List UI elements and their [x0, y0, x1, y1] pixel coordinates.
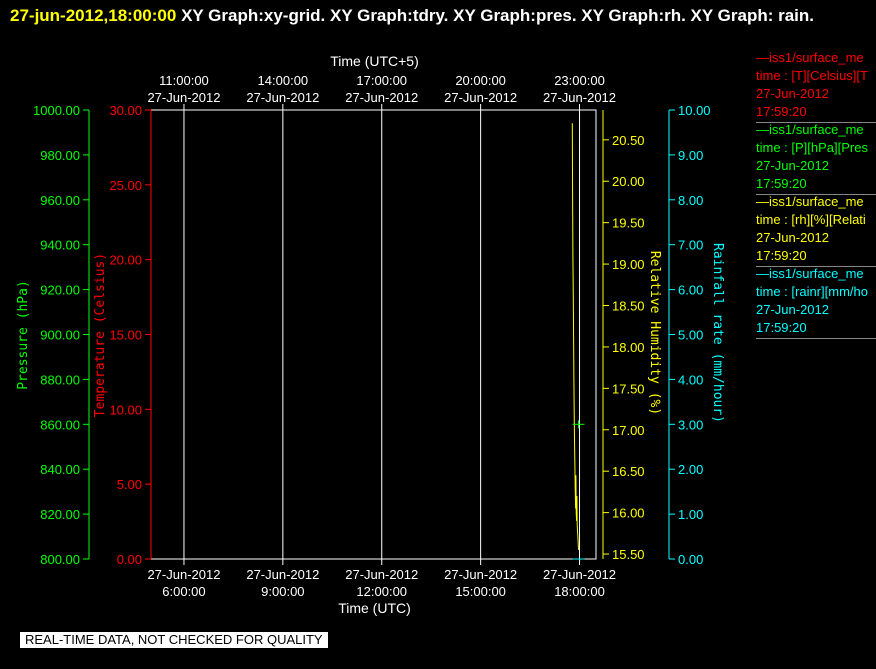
humidity-tick-label: 20.50: [612, 133, 645, 148]
temperature-tick-label: 10.00: [109, 402, 142, 417]
top-tick-label-time: 17:00:00: [356, 73, 407, 88]
temperature-axis-label: Temperature (Celsius): [93, 253, 108, 417]
x-tick-label-time: 18:00:00: [554, 584, 605, 599]
top-tick-label-date: 27-Jun-2012: [246, 90, 319, 105]
x-tick-label-time: 6:00:00: [162, 584, 205, 599]
top-axis-label: Time (UTC+5): [330, 53, 419, 69]
pressure-axis-label: Pressure (hPa): [16, 280, 31, 390]
pressure-tick-label: 1000.00: [33, 103, 80, 118]
temperature-tick-label: 30.00: [109, 103, 142, 118]
rainfall-axis-label: Rainfall rate (mm/hour): [710, 243, 725, 423]
pressure-tick-label: 860.00: [40, 417, 80, 432]
top-tick-label-date: 27-Jun-2012: [147, 90, 220, 105]
rainfall-tick-label: 9.00: [678, 148, 703, 163]
x-tick-label-date: 27-Jun-2012: [543, 567, 616, 582]
x-tick-label-time: 12:00:00: [356, 584, 407, 599]
plot-frame: [150, 109, 597, 560]
humidity-tick-label: 16.50: [612, 464, 645, 479]
legend-line1: —iss1/surface_me: [756, 122, 864, 137]
x-tick-label-date: 27-Jun-2012: [147, 567, 220, 582]
legend-line1: —iss1/surface_me: [756, 50, 864, 65]
pressure-tick-label: 900.00: [40, 328, 80, 343]
top-tick-label-time: 14:00:00: [258, 73, 309, 88]
rainfall-tick-label: 2.00: [678, 462, 703, 477]
pressure-tick-label: 800.00: [40, 552, 80, 567]
legend-line1: —iss1/surface_me: [756, 266, 864, 281]
rainfall-tick-label: 7.00: [678, 238, 703, 253]
temperature-tick-label: 5.00: [117, 477, 142, 492]
legend-line2: time : [P][hPa][Pres: [756, 140, 868, 155]
x-tick-label-date: 27-Jun-2012: [345, 567, 418, 582]
humidity-tick-label: 18.50: [612, 299, 645, 314]
x-tick-label-time: 15:00:00: [455, 584, 506, 599]
legend-line3: 27-Jun-2012: [756, 86, 829, 101]
temperature-tick-label: 20.00: [109, 253, 142, 268]
top-tick-label-time: 20:00:00: [455, 73, 506, 88]
humidity-series-line: [571, 123, 579, 550]
pressure-tick-label: 940.00: [40, 238, 80, 253]
legend-separator: [756, 338, 876, 339]
rainfall-tick-label: 5.00: [678, 328, 703, 343]
humidity-axis-label: Relative Humidity (%): [647, 251, 662, 415]
pressure-tick-label: 920.00: [40, 283, 80, 298]
top-tick-label-date: 27-Jun-2012: [543, 90, 616, 105]
humidity-tick-label: 19.50: [612, 216, 645, 231]
x-tick-label-date: 27-Jun-2012: [246, 567, 319, 582]
humidity-tick-label: 17.00: [612, 423, 645, 438]
humidity-tick-label: 20.00: [612, 174, 645, 189]
legend-line4: 17:59:20: [756, 320, 807, 335]
legend-line2: time : [rh][%][Relati: [756, 212, 866, 227]
temperature-tick-label: 0.00: [117, 552, 142, 567]
legend-line2: time : [rainr][mm/ho: [756, 284, 868, 299]
legend-line1: —iss1/surface_me: [756, 194, 864, 209]
x-tick-label-time: 9:00:00: [261, 584, 304, 599]
legend-line3: 27-Jun-2012: [756, 158, 829, 173]
legend-line4: 17:59:20: [756, 104, 807, 119]
rainfall-tick-label: 8.00: [678, 193, 703, 208]
rainfall-tick-label: 4.00: [678, 372, 703, 387]
rainfall-tick-label: 10.00: [678, 103, 711, 118]
top-tick-label-date: 27-Jun-2012: [444, 90, 517, 105]
page-title: 27-jun-2012,18:00:00 XY Graph:xy-grid. X…: [10, 2, 870, 30]
pressure-tick-label: 960.00: [40, 193, 80, 208]
temperature-tick-label: 15.00: [109, 328, 142, 343]
legend-line4: 17:59:20: [756, 176, 807, 191]
legend-line4: 17:59:20: [756, 248, 807, 263]
top-tick-label-time: 11:00:00: [159, 73, 209, 88]
quality-notice: REAL-TIME DATA, NOT CHECKED FOR QUALITY: [20, 632, 328, 648]
rainfall-tick-label: 6.00: [678, 283, 703, 298]
legend-separator: [756, 194, 876, 195]
pressure-tick-label: 880.00: [40, 372, 80, 387]
x-tick-label-date: 27-Jun-2012: [444, 567, 517, 582]
legend-line3: 27-Jun-2012: [756, 230, 829, 245]
legend-line2: time : [T][Celsius][T: [756, 68, 868, 83]
humidity-tick-label: 18.00: [612, 340, 645, 355]
pressure-tick-label: 840.00: [40, 462, 80, 477]
pressure-tick-label: 820.00: [40, 507, 80, 522]
temperature-tick-label: 25.00: [109, 178, 142, 193]
humidity-tick-label: 19.00: [612, 257, 645, 272]
humidity-tick-label: 16.00: [612, 506, 645, 521]
humidity-tick-label: 15.50: [612, 547, 645, 562]
legend-line3: 27-Jun-2012: [756, 302, 829, 317]
rainfall-tick-label: 3.00: [678, 417, 703, 432]
title-text: XY Graph:xy-grid. XY Graph:tdry. XY Grap…: [181, 6, 814, 25]
timestamp: 27-jun-2012,18:00:00: [10, 6, 177, 25]
legend-separator: [756, 266, 876, 267]
humidity-tick-label: 17.50: [612, 381, 645, 396]
x-axis-label: Time (UTC): [338, 600, 411, 616]
top-tick-label-date: 27-Jun-2012: [345, 90, 418, 105]
rainfall-tick-label: 1.00: [678, 507, 703, 522]
pressure-tick-label: 980.00: [40, 148, 80, 163]
top-tick-label-time: 23:00:00: [554, 73, 605, 88]
legend-separator: [756, 122, 876, 123]
rainfall-tick-label: 0.00: [678, 552, 703, 567]
